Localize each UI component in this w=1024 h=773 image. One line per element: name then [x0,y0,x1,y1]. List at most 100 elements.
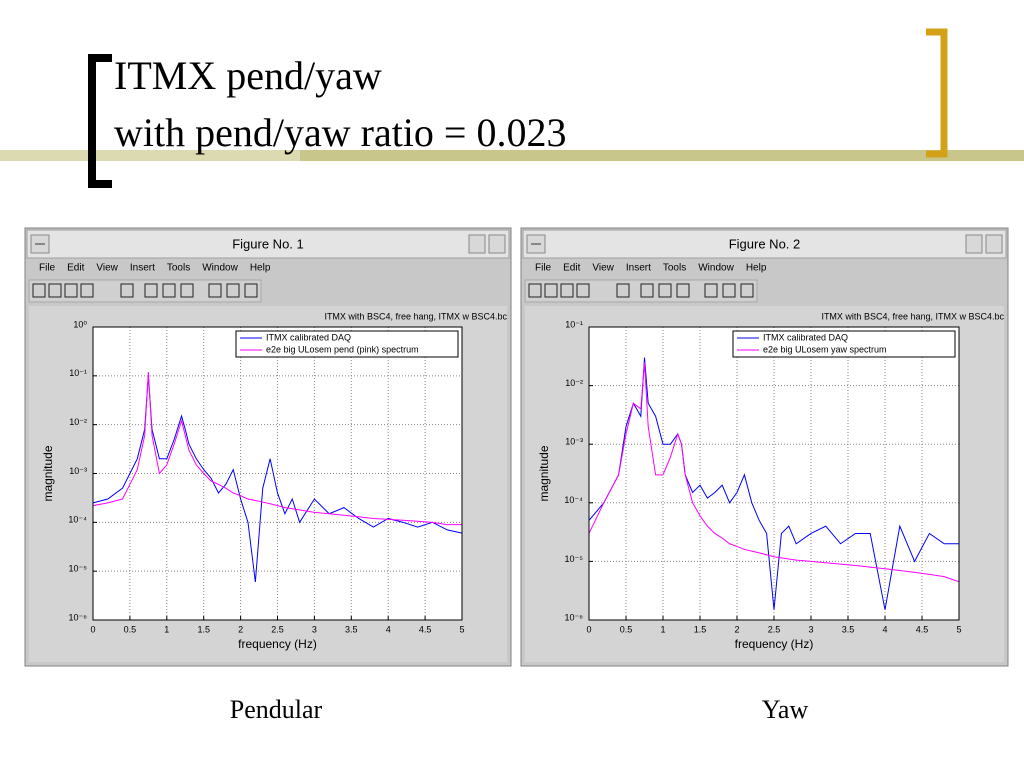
menu-item[interactable]: Window [202,263,238,274]
x-tick-label: 1 [164,624,169,634]
x-tick-label: 0.5 [124,624,137,634]
y-tick-label: 10⁻³ [565,437,583,447]
x-tick-label: 1.5 [694,624,707,634]
menu-item[interactable]: Help [250,263,271,274]
toolbar-icon[interactable] [180,283,194,298]
right-bracket [926,28,948,158]
caption: Pendular [230,695,323,724]
toolbar-icon[interactable] [740,283,754,298]
data-line [92,371,462,526]
x-tick-label: 3.5 [842,624,855,634]
y-tick-label: 10⁻⁶ [565,612,584,622]
chart-title: ITMX with BSC4, free hang, ITMX w BSC4.b… [821,311,1004,321]
title-bar [26,229,510,259]
x-axis-label: frequency (Hz) [238,637,317,651]
maximize-button [488,234,506,254]
menu-item[interactable]: Tools [663,263,686,274]
menu-item[interactable]: Help [746,263,767,274]
x-tick-label: 2.5 [271,624,284,634]
x-tick-label: 3.5 [345,624,358,634]
x-tick-label: 2 [238,624,243,634]
decor-bar [0,150,1024,161]
y-tick-label: 10⁻¹ [69,368,87,378]
legend-label: e2e big ULosem yaw spectrum [763,344,887,354]
toolbar-icon[interactable] [80,283,94,298]
menu-item[interactable]: Insert [130,263,155,274]
y-tick-label: 10⁻³ [69,466,87,476]
menu-item[interactable]: File [535,263,552,274]
toolbar-icon[interactable] [64,283,78,298]
x-tick-label: 0 [90,624,95,634]
x-tick-label: 0.5 [620,624,633,634]
x-tick-label: 4.5 [419,624,432,634]
toolbar-icon[interactable] [640,283,654,298]
toolbar-icon[interactable] [658,283,672,298]
y-tick-label: 10⁰ [73,319,87,329]
slide-title-line: with pend/yaw ratio = 0.023 [114,110,566,155]
toolbar-icon[interactable] [722,283,736,298]
x-axis-label: frequency (Hz) [735,637,814,651]
menu-item[interactable]: Insert [626,263,651,274]
x-tick-label: 3 [808,624,813,634]
toolbar-icon[interactable] [576,283,590,298]
toolbar-icon[interactable] [704,283,718,298]
legend-label: e2e big ULosem pend (pink) spectrum [266,344,419,354]
legend-label: ITMX calibrated DAQ [763,332,848,342]
toolbar-icon[interactable] [48,283,62,298]
caption: Yaw [762,695,809,724]
menu-item[interactable]: Edit [67,263,84,274]
y-tick-label: 10⁻⁶ [69,612,88,622]
menu-item[interactable]: Tools [167,263,190,274]
x-tick-label: 3 [312,624,317,634]
toolbar-icon[interactable] [144,283,158,298]
toolbar-icon[interactable] [544,283,558,298]
plot-border [588,326,960,621]
menu-item[interactable]: View [592,263,614,274]
y-tick-label: 10⁻² [565,378,583,388]
minimize-button [965,234,983,254]
data-line [588,357,959,610]
toolbar-icon[interactable] [208,283,222,298]
y-tick-label: 10⁻⁵ [565,554,584,564]
toolbar-icon[interactable] [244,283,258,298]
toolbar-icon[interactable] [528,283,542,298]
x-tick-label: 4 [882,624,887,634]
x-tick-label: 1.5 [197,624,210,634]
toolbar-icon[interactable] [120,283,134,298]
menu-item[interactable]: Edit [563,263,580,274]
y-tick-label: 10⁻² [69,417,87,427]
menu-item[interactable]: Window [698,263,734,274]
x-tick-label: 2.5 [768,624,781,634]
x-tick-label: 5 [956,624,961,634]
plot-border [92,326,463,621]
y-tick-label: 10⁻¹ [565,319,583,329]
title-bar [522,229,1007,259]
x-tick-label: 5 [459,624,464,634]
data-line [588,362,960,583]
toolbar-icon[interactable] [226,283,240,298]
toolbar-icon[interactable] [162,283,176,298]
y-axis-label: magnitude [41,445,55,501]
legend-box [732,330,956,358]
window-title: Figure No. 2 [729,236,801,251]
legend-box [235,330,459,358]
window-title: Figure No. 1 [232,236,304,251]
maximize-button [985,234,1003,254]
slide-title-line: ITMX pend/yaw [114,53,382,98]
y-tick-label: 10⁻⁵ [69,564,88,574]
toolbar-icon[interactable] [32,283,46,298]
x-tick-label: 2 [734,624,739,634]
x-tick-label: 4 [386,624,391,634]
menu-item[interactable]: View [96,263,118,274]
toolbar-icon[interactable] [560,283,574,298]
minimize-button [468,234,486,254]
y-axis-label: magnitude [537,445,551,501]
chart-title: ITMX with BSC4, free hang, ITMX w BSC4.b… [324,311,507,321]
decor-bar-fade [0,150,300,161]
menu-item[interactable]: File [39,263,56,274]
left-bracket [88,54,112,188]
toolbar-icon[interactable] [676,283,690,298]
y-tick-label: 10⁻⁴ [564,495,583,505]
toolbar-icon[interactable] [616,283,630,298]
